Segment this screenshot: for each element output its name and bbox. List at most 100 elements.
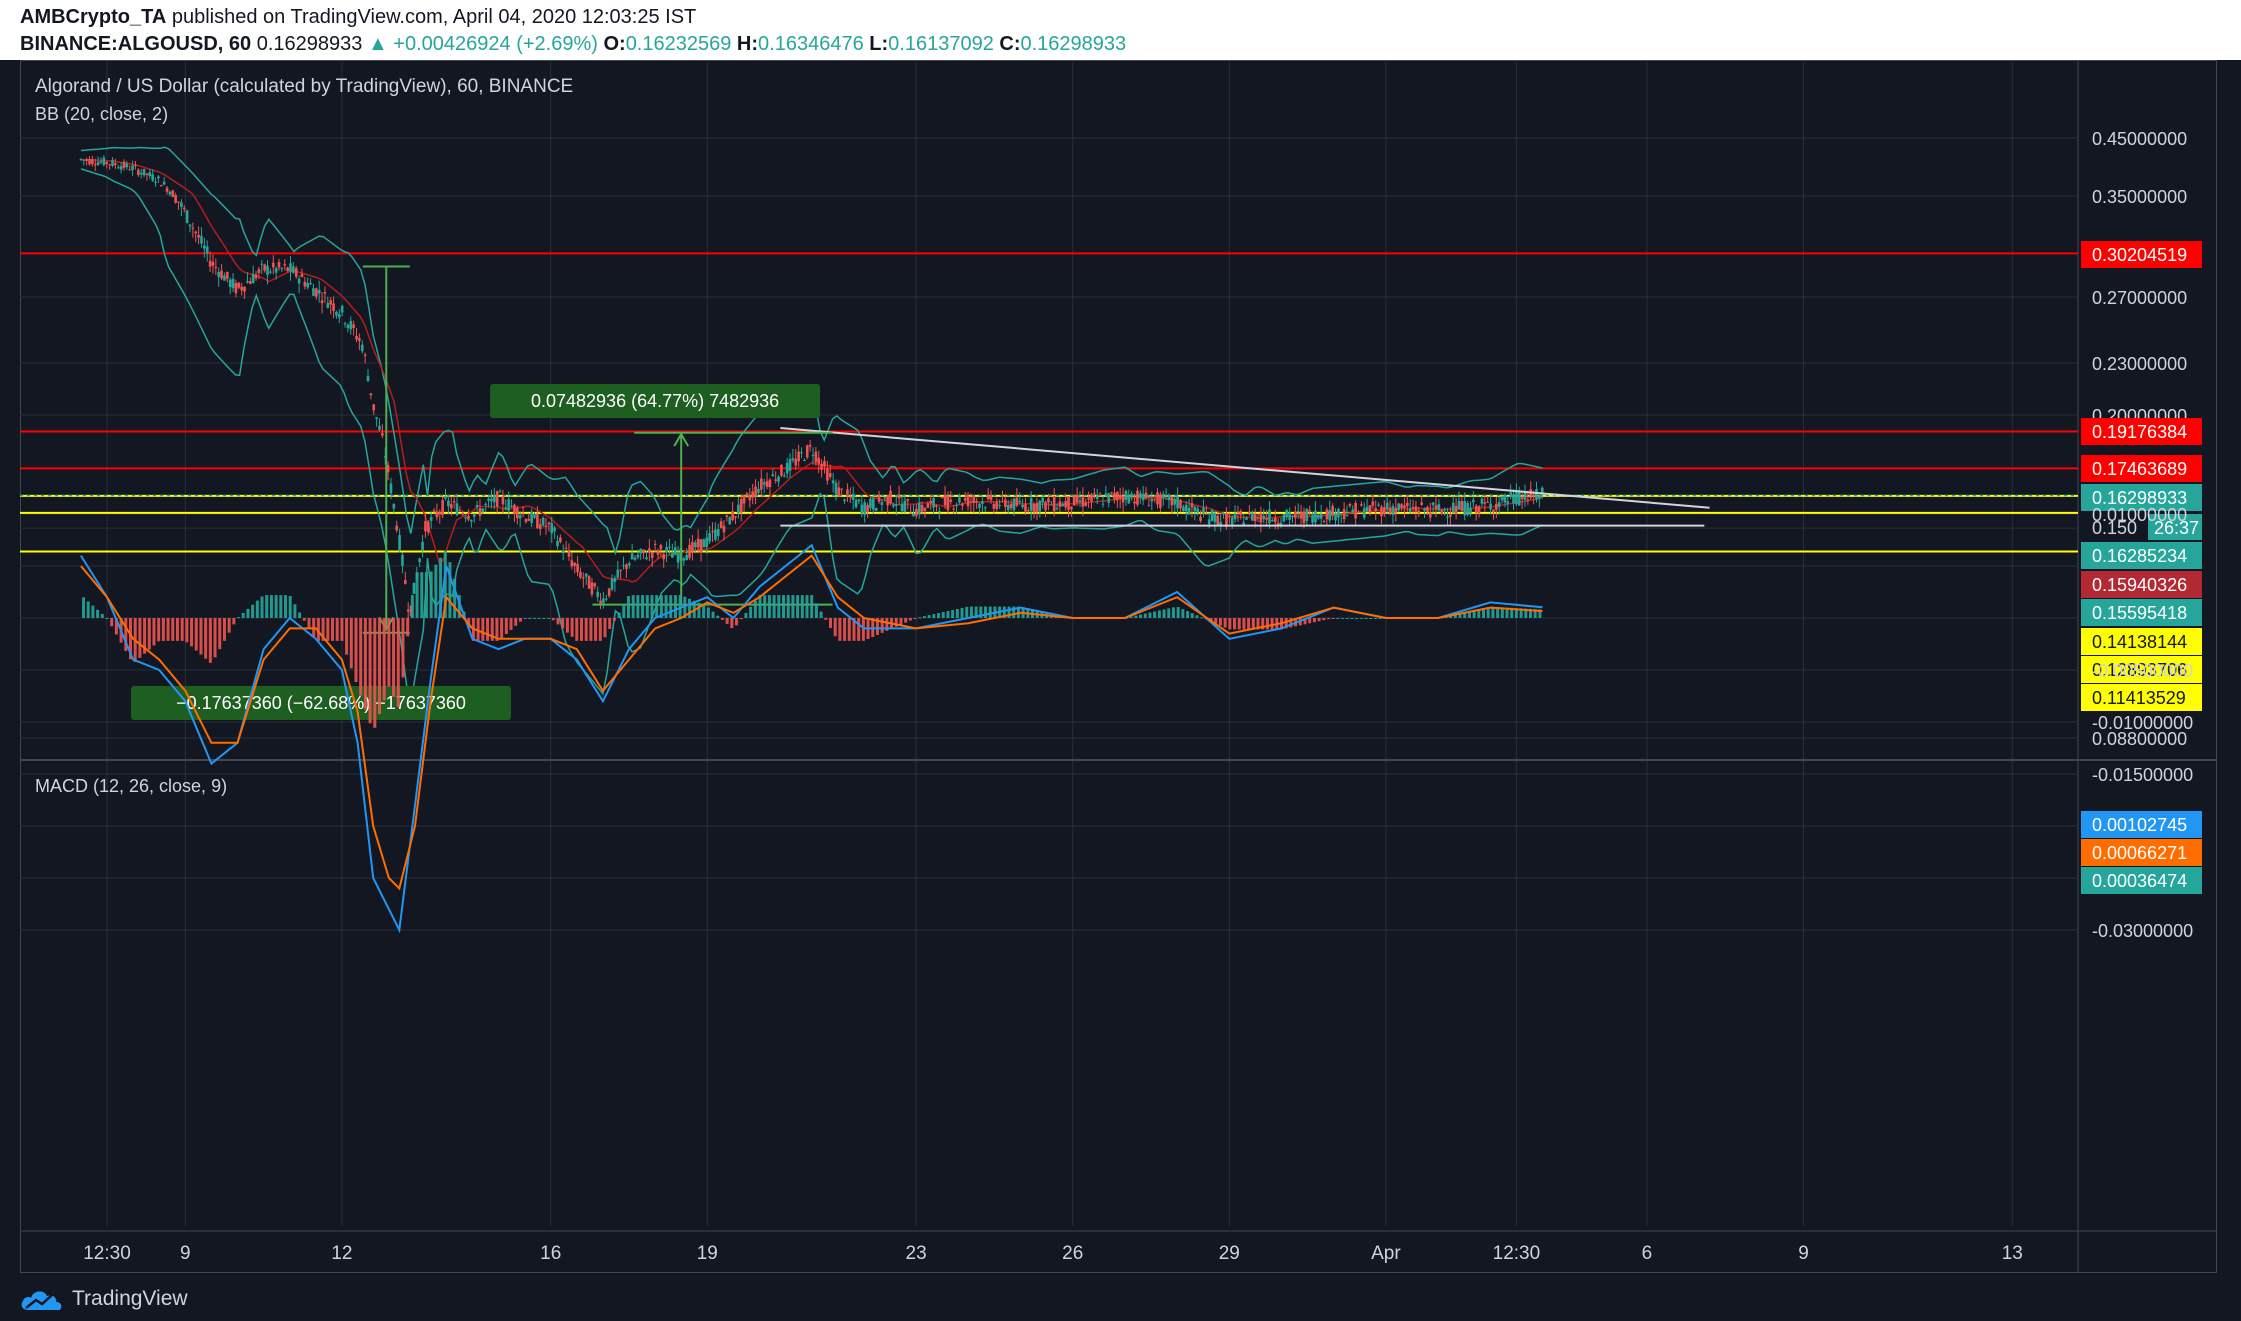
candle-body: [378, 425, 381, 431]
macd-histogram-bar: [1308, 618, 1312, 624]
candle-body: [929, 500, 933, 504]
macd-histogram-bar: [1129, 616, 1133, 618]
publish-info: AMBCrypto_TA published on TradingView.co…: [20, 6, 696, 29]
candle-body: [1084, 502, 1088, 506]
candle-body: [820, 463, 823, 470]
macd-tick: -0.00500000: [2092, 661, 2193, 681]
macd-histogram-bar: [847, 618, 851, 641]
candle-body: [1055, 508, 1059, 510]
macd-histogram-bar: [124, 618, 128, 651]
candle-body: [125, 163, 129, 168]
macd-histogram-bar: [1153, 611, 1157, 618]
candle-body: [455, 503, 459, 516]
candle-body: [527, 518, 531, 521]
macd-histogram-bar: [969, 606, 973, 618]
macd-histogram-bar: [1181, 609, 1185, 618]
macd-histogram-bar: [509, 618, 513, 630]
macd-histogram-bar: [429, 571, 433, 618]
macd-histogram-bar: [523, 618, 527, 619]
candle-body: [627, 563, 631, 566]
candle-body: [1360, 504, 1363, 506]
macd-histogram-bar: [1500, 607, 1504, 618]
macd-histogram-bar: [1524, 608, 1528, 618]
candle-body: [958, 497, 961, 503]
candle-body: [1268, 509, 1271, 524]
candle-body: [1004, 499, 1007, 507]
candle-body: [254, 274, 258, 279]
candle-body: [541, 517, 545, 526]
macd-histogram-bar: [1251, 618, 1255, 630]
candle-body: [604, 598, 608, 600]
candle-body: [676, 553, 680, 563]
candle-body: [159, 185, 163, 187]
candle-body: [897, 494, 901, 499]
symbol-label: BINANCE:ALGOUSD, 60: [20, 33, 252, 55]
macd-histogram-bar: [772, 595, 776, 618]
candle-body: [168, 191, 172, 195]
macd-histogram-bar: [908, 618, 912, 621]
macd-histogram-bar: [547, 618, 551, 619]
macd-histogram-bar: [1355, 618, 1359, 619]
macd-histogram-bar: [579, 618, 583, 641]
macd-histogram-bar: [782, 595, 786, 618]
tradingview-logo[interactable]: TradingView: [20, 1286, 188, 1312]
macd-histogram-bar: [1364, 618, 1368, 619]
candle-body: [860, 504, 864, 514]
candle-body: [685, 554, 688, 561]
candle-body: [599, 600, 602, 605]
candle-body: [1236, 511, 1240, 513]
candle-body: [475, 505, 479, 507]
candle-body: [576, 563, 579, 573]
candle-body: [1167, 494, 1171, 501]
macd-histogram-bar: [1514, 608, 1518, 618]
candle-body: [464, 517, 467, 519]
candle-body: [251, 273, 255, 284]
macd-histogram-bar: [946, 611, 950, 618]
macd-histogram-bar: [392, 618, 396, 697]
macd-histogram-bar: [1482, 608, 1486, 618]
candle-body: [228, 279, 232, 287]
macd-histogram-bar: [105, 618, 109, 619]
candle-body: [1334, 513, 1337, 521]
candle-body: [280, 268, 284, 270]
candle-body: [1357, 511, 1360, 513]
macd-histogram-bar: [688, 598, 692, 618]
price-label-text: 0.15940326: [2092, 575, 2187, 595]
candle-body: [966, 495, 970, 507]
candle-body: [1027, 510, 1030, 512]
candle-body: [757, 488, 760, 493]
macd-histogram-bar: [922, 616, 926, 618]
macd-histogram-bar: [359, 618, 363, 696]
candle-body: [358, 338, 361, 342]
candle-body: [714, 529, 717, 540]
candle-body: [447, 500, 450, 507]
macd-histogram-bar: [988, 606, 992, 618]
price-label-text: 0.19176384: [2092, 422, 2187, 442]
candle-body: [352, 324, 355, 328]
macd-histogram-bar: [899, 618, 903, 625]
measure-arrow-up: [673, 432, 690, 447]
candle-body: [869, 498, 872, 509]
candle-body: [1047, 498, 1050, 503]
candle-body: [1322, 520, 1326, 522]
candle-body: [1294, 511, 1297, 519]
macd-histogram-bar: [800, 595, 804, 618]
macd-histogram-bar: [406, 618, 410, 637]
macd-histogram-bar: [340, 618, 344, 641]
author-name[interactable]: AMBCrypto_TA: [20, 6, 167, 28]
candle-body: [857, 499, 861, 502]
candle-body: [900, 503, 904, 512]
candle-body: [903, 500, 907, 512]
candle-body: [981, 501, 984, 504]
macd-histogram-bar: [208, 618, 212, 663]
last-price: 0.16298933: [256, 33, 363, 55]
candle-body: [871, 498, 875, 510]
macd-histogram-bar: [302, 618, 306, 621]
macd-histogram-bar: [1505, 607, 1509, 618]
candle-body: [263, 264, 266, 271]
candle-body: [622, 565, 625, 567]
candle-body: [266, 265, 269, 275]
macd-histogram-bar: [786, 595, 790, 618]
candle-body: [88, 158, 91, 165]
